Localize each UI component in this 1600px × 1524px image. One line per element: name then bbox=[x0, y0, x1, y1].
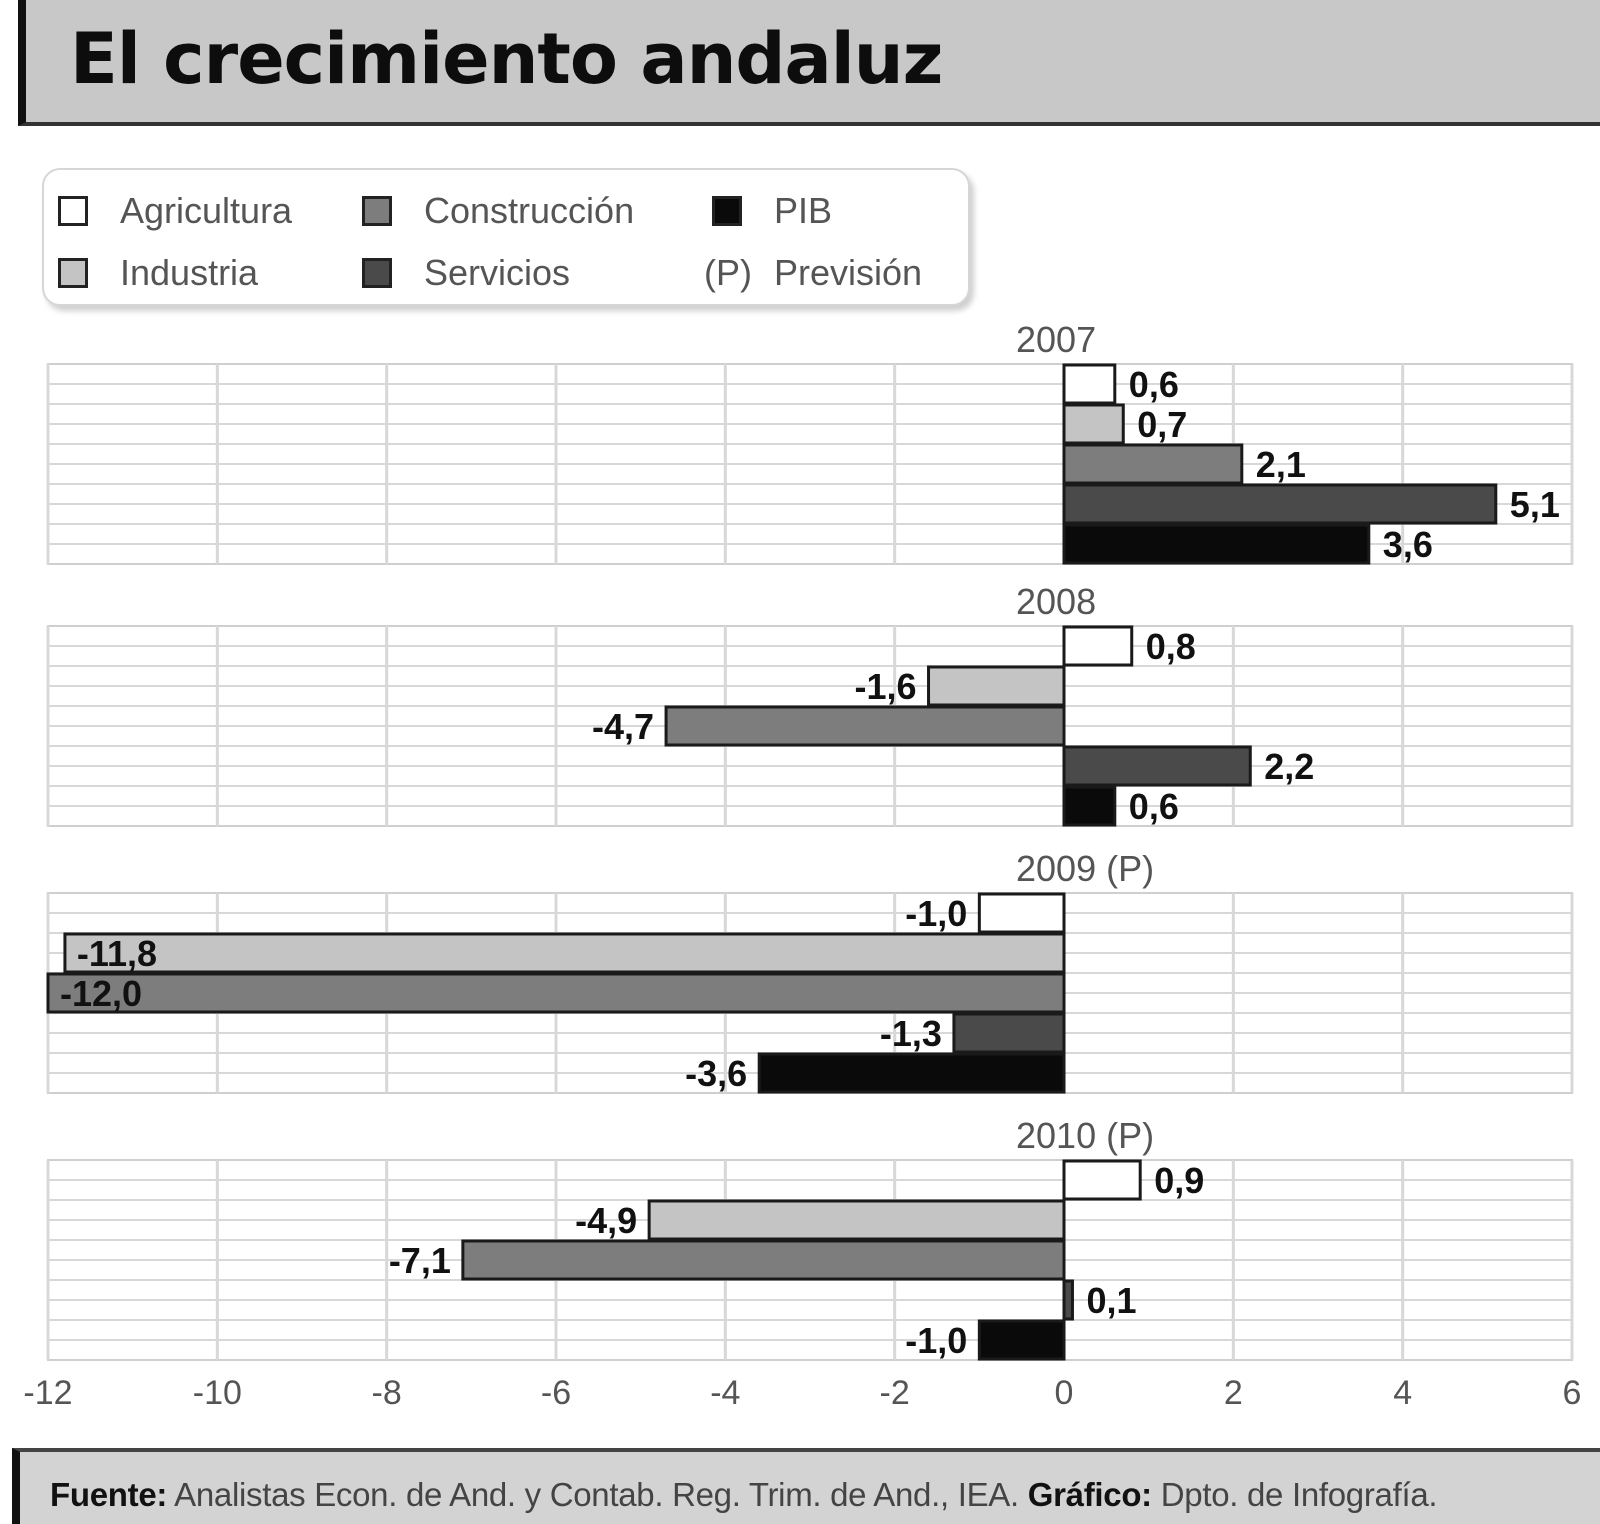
x-tick-label: -8 bbox=[372, 1374, 402, 1412]
bar bbox=[461, 1239, 1066, 1281]
data-label: 5,1 bbox=[1510, 484, 1560, 525]
data-label: -7,1 bbox=[389, 1240, 451, 1281]
footer-source-text: Analistas Econ. de And. y Contab. Reg. T… bbox=[174, 1476, 1019, 1513]
x-tick-label: -2 bbox=[880, 1374, 910, 1412]
data-label: 0,8 bbox=[1146, 626, 1196, 667]
bar bbox=[63, 932, 1066, 974]
legend-item-prevision: (P) Previsión bbox=[704, 252, 922, 294]
legend-item-pib: PIB bbox=[712, 190, 832, 232]
data-label: -3,6 bbox=[685, 1053, 747, 1094]
bar bbox=[1062, 1279, 1074, 1321]
legend-prevision-prefix: (P) bbox=[704, 252, 752, 293]
bar bbox=[46, 972, 1066, 1014]
bar bbox=[1062, 403, 1125, 445]
legend-swatch-pib bbox=[712, 196, 742, 226]
legend-item-agricultura: Agricultura bbox=[58, 190, 292, 232]
data-label: -4,9 bbox=[575, 1200, 637, 1241]
x-tick-label: 0 bbox=[1055, 1374, 1074, 1412]
bar bbox=[1062, 785, 1117, 827]
bar bbox=[1062, 443, 1244, 485]
data-label: -1,0 bbox=[905, 893, 967, 934]
panel-3: 2010 (P)0,9 -4,9 -7,1 0,1 -1,0 bbox=[46, 1115, 1574, 1361]
bar bbox=[977, 1319, 1066, 1361]
legend-prevision-label: Previsión bbox=[774, 252, 923, 293]
bar bbox=[952, 1012, 1066, 1054]
data-label: -1,3 bbox=[880, 1013, 942, 1054]
legend-item-servicios: Servicios bbox=[362, 252, 570, 294]
data-label: -1,0 bbox=[905, 1320, 967, 1361]
chart-plot: 20070,60,72,15,13,620080,8-1,6-4,72,20,6… bbox=[23, 319, 1582, 1412]
bar bbox=[647, 1199, 1066, 1241]
panel-label: 2010 (P) bbox=[1016, 1115, 1154, 1156]
legend-swatch-industria bbox=[58, 258, 88, 288]
footer-graphic-label: Gráfico: bbox=[1027, 1476, 1152, 1513]
data-label: -1,6 bbox=[854, 666, 916, 707]
data-label: -11,8 bbox=[77, 933, 157, 974]
data-label: 0,1 bbox=[1086, 1280, 1136, 1321]
bar bbox=[664, 705, 1066, 747]
legend-item-industria: Industria bbox=[58, 252, 258, 294]
legend-label-pib: PIB bbox=[774, 190, 833, 231]
footer-graphic-text: Dpto. de Infografía. bbox=[1160, 1476, 1438, 1513]
data-label: 0,6 bbox=[1129, 786, 1179, 827]
bar bbox=[977, 892, 1066, 934]
data-label: 2,1 bbox=[1256, 444, 1306, 485]
legend-swatch-agricultura bbox=[58, 196, 88, 226]
data-label: 2,2 bbox=[1264, 746, 1314, 787]
footer-source-label: Fuente: bbox=[50, 1476, 168, 1513]
panel-0: 2007 0,60,7 2,1 5,1 3,6 bbox=[46, 319, 1574, 565]
data-label: 0,6 bbox=[1129, 364, 1179, 405]
panel-label: 2009 (P) bbox=[1016, 848, 1154, 889]
bar bbox=[927, 665, 1066, 707]
legend-label-servicios: Servicios bbox=[424, 252, 571, 293]
bar bbox=[757, 1052, 1066, 1094]
data-label: 3,6 bbox=[1383, 524, 1433, 565]
bar bbox=[1062, 745, 1252, 787]
panel-1: 2008 0,8 -1,6 -4,7 2,2 0,6 bbox=[46, 581, 1574, 827]
data-label: -12,0 bbox=[60, 973, 142, 1014]
data-label: -4,7 bbox=[592, 706, 654, 747]
x-tick-label: -12 bbox=[23, 1374, 72, 1412]
panel-label: 2007 bbox=[1016, 319, 1096, 360]
legend-label-agricultura: Agricultura bbox=[120, 190, 293, 231]
bar bbox=[1062, 523, 1371, 565]
bar bbox=[1062, 625, 1134, 667]
x-tick-label: -10 bbox=[193, 1374, 242, 1412]
data-label: 0,9 bbox=[1154, 1160, 1204, 1201]
legend-swatch-construccion bbox=[362, 196, 392, 226]
x-tick-label: -6 bbox=[541, 1374, 571, 1412]
footer: Fuente: Analistas Econ. de And. y Contab… bbox=[12, 1448, 1600, 1524]
panel-2: 2009 (P) -1,0 -11,8-12,0 -1,3 -3,6 bbox=[46, 848, 1574, 1094]
legend-label-construccion: Construcción bbox=[424, 190, 635, 231]
x-tick-label: 6 bbox=[1563, 1374, 1582, 1412]
bar bbox=[1062, 363, 1117, 405]
footer-line: Fuente: Analistas Econ. de And. y Contab… bbox=[50, 1476, 1438, 1514]
chart-title: El crecimiento andaluz bbox=[70, 18, 943, 100]
panel-label: 2008 bbox=[1016, 581, 1096, 622]
legend: Agricultura Construcción PIB Industria S… bbox=[42, 168, 970, 306]
x-tick-label: 4 bbox=[1393, 1374, 1412, 1412]
bar bbox=[1062, 483, 1498, 525]
x-tick-label: 2 bbox=[1224, 1374, 1243, 1412]
legend-item-construccion: Construcción bbox=[362, 190, 634, 232]
title-bar: El crecimiento andaluz bbox=[18, 0, 1600, 126]
bar bbox=[1062, 1159, 1142, 1201]
data-label: 0,7 bbox=[1137, 404, 1187, 445]
x-tick-label: -4 bbox=[710, 1374, 740, 1412]
legend-label-industria: Industria bbox=[120, 252, 259, 293]
legend-swatch-servicios bbox=[362, 258, 392, 288]
